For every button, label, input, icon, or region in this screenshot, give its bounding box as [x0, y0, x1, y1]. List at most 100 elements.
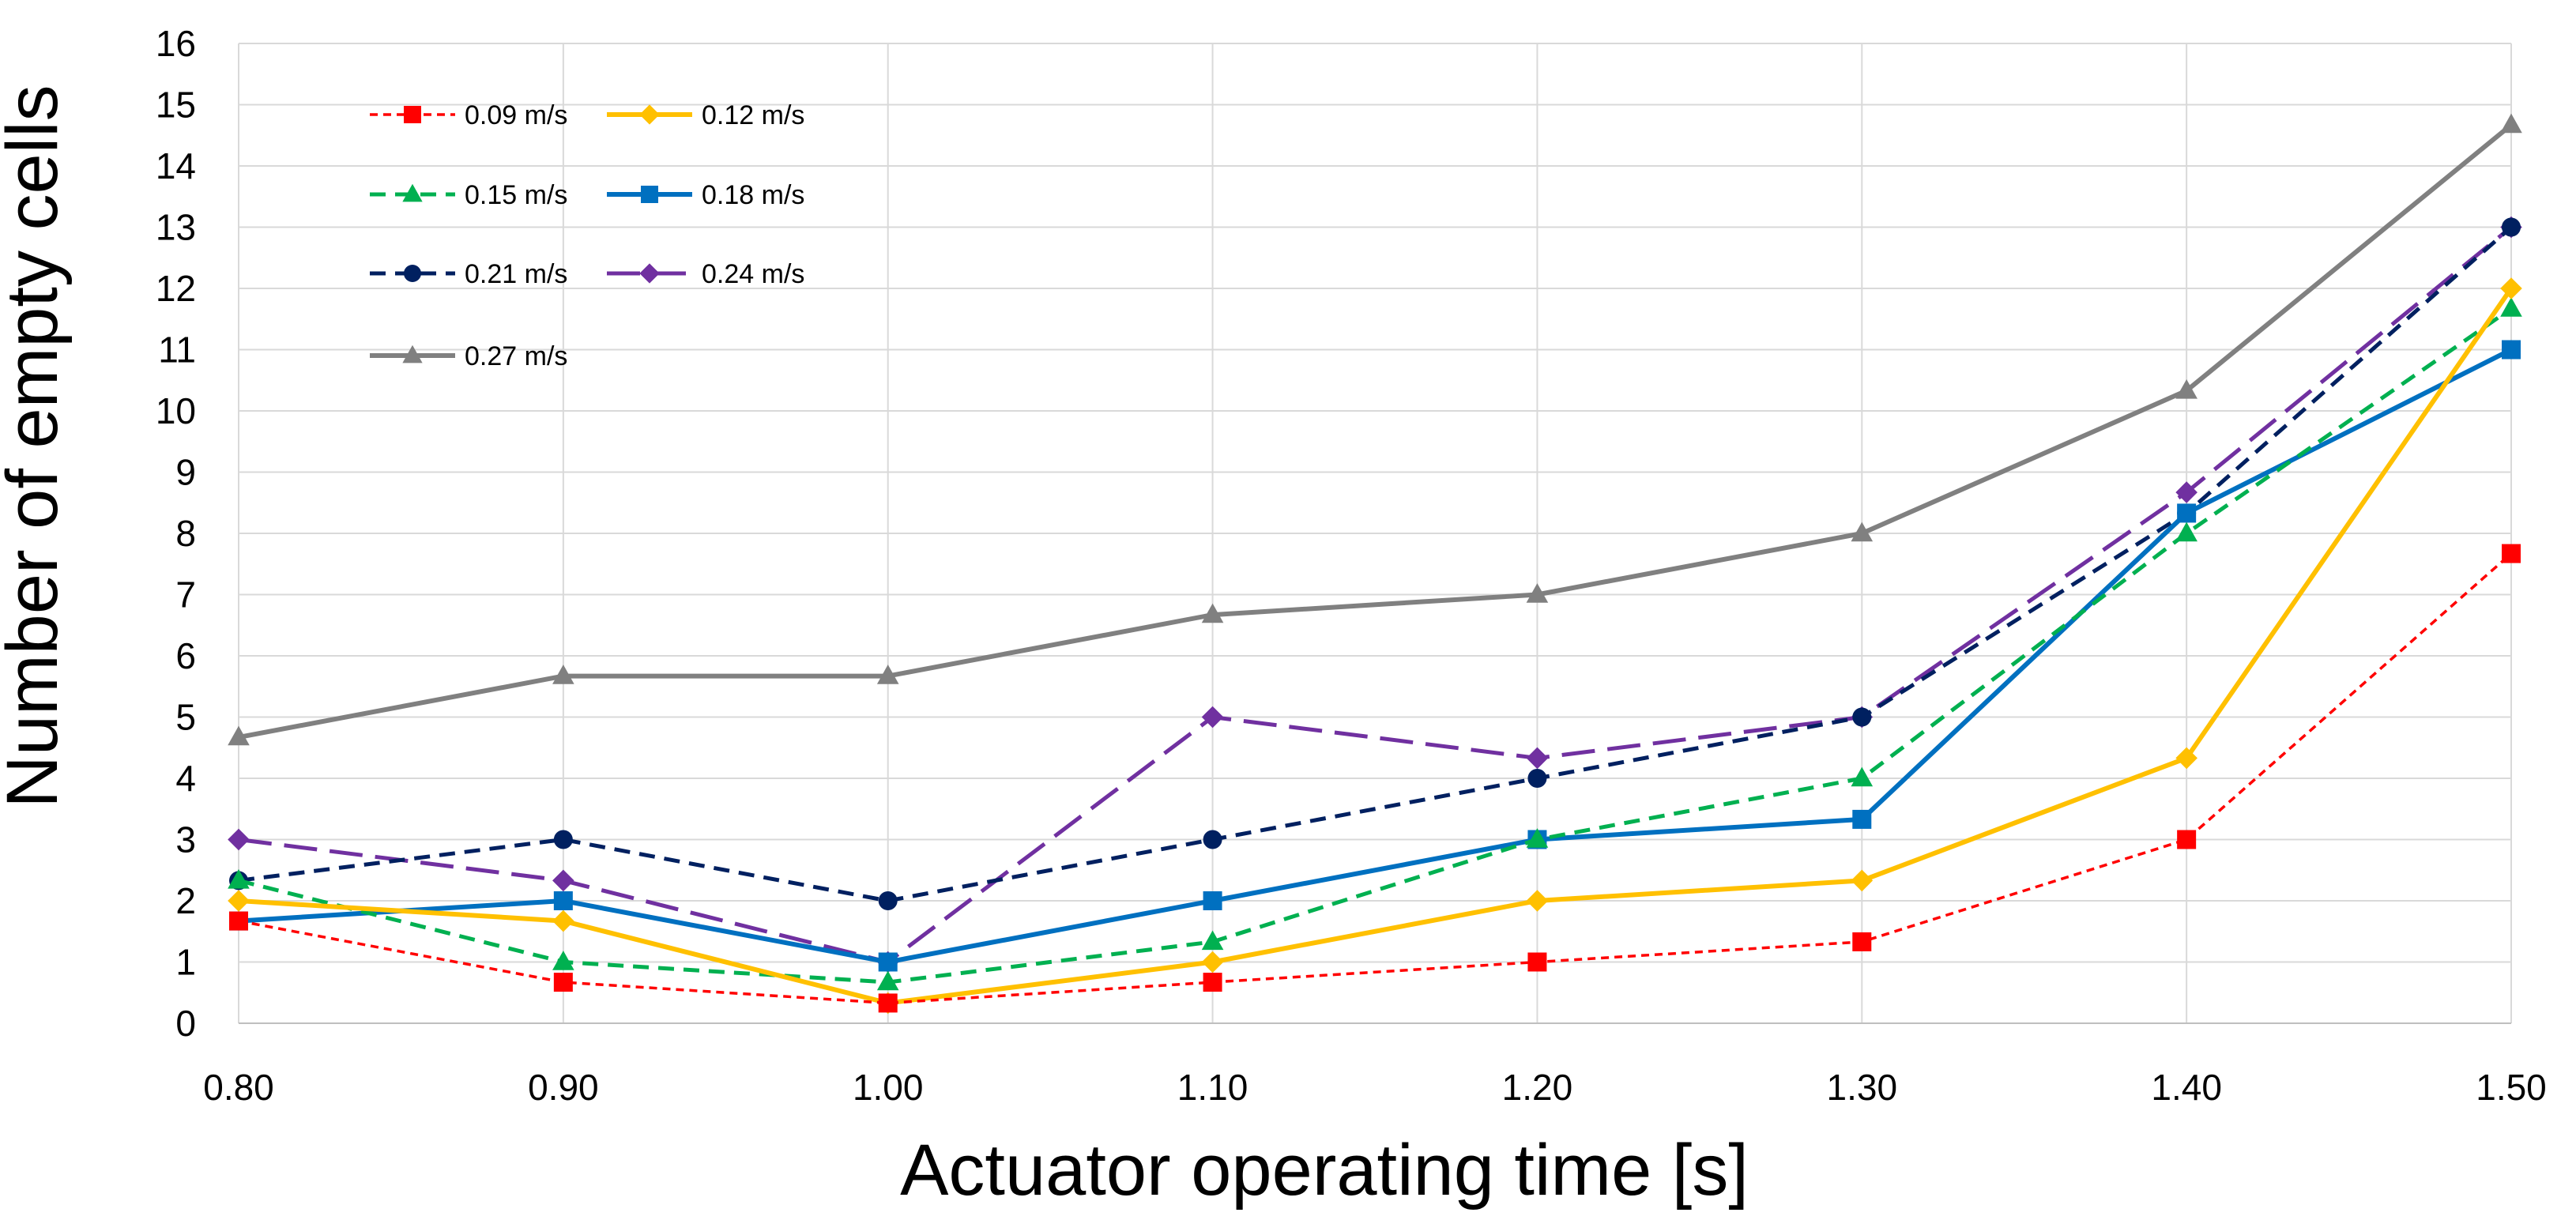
y-tick-label: 10: [156, 390, 196, 431]
x-tick-label: 1.30: [1827, 1067, 1898, 1108]
legend-item: 0.24 m/s: [607, 259, 804, 289]
data-point: [552, 909, 574, 932]
y-tick-label: 14: [156, 145, 196, 186]
data-point: [553, 830, 573, 849]
y-tick-label: 7: [175, 574, 196, 616]
data-point: [1527, 952, 1547, 972]
data-point: [2177, 503, 2197, 523]
data-point: [2175, 379, 2198, 399]
legend-marker: [402, 183, 423, 202]
data-point: [878, 993, 898, 1013]
data-point: [552, 665, 574, 684]
data-point: [553, 973, 573, 992]
data-point: [228, 869, 250, 889]
x-tick-label: 1.20: [1502, 1067, 1573, 1108]
data-point: [1201, 706, 1224, 729]
x-tick-label: 1.00: [853, 1067, 924, 1108]
series-0-27-m-s: [228, 113, 2522, 746]
data-point: [1203, 973, 1222, 992]
data-point: [228, 890, 250, 912]
y-tick-label: 12: [156, 268, 196, 309]
data-point: [552, 951, 574, 970]
x-axis-title: Actuator operating time [s]: [900, 1130, 1749, 1211]
legend-label: 0.12 m/s: [702, 100, 804, 130]
x-tick-label: 1.10: [1177, 1067, 1248, 1108]
legend-label: 0.21 m/s: [465, 259, 567, 289]
series-0-09-m-s: [229, 544, 2521, 1013]
x-tick-label: 0.90: [528, 1067, 599, 1108]
series-line: [238, 122, 2513, 740]
data-point: [1852, 707, 1872, 727]
data-point: [1527, 769, 1547, 788]
data-point: [1203, 830, 1222, 849]
data-point: [878, 952, 898, 972]
y-tick-label: 1: [175, 942, 196, 983]
x-tick-label: 1.50: [2476, 1067, 2547, 1108]
legend-marker: [404, 265, 421, 282]
y-tick-label: 3: [175, 819, 196, 860]
data-point: [2502, 217, 2521, 237]
data-point: [228, 725, 250, 746]
y-tick-label: 11: [158, 329, 196, 371]
data-point: [2175, 522, 2198, 542]
y-tick-label: 9: [175, 452, 196, 493]
data-point: [1526, 747, 1549, 770]
data-point: [552, 869, 574, 892]
legend-marker: [639, 104, 660, 125]
y-tick-label: 15: [156, 85, 196, 126]
data-point: [2500, 277, 2522, 299]
series-line: [238, 225, 2513, 903]
data-point: [1851, 522, 1874, 542]
data-point: [1201, 930, 1224, 951]
data-point: [2500, 113, 2522, 134]
series-line: [238, 552, 2513, 1005]
y-tick-label: 6: [175, 635, 196, 676]
series-line: [238, 287, 2514, 1006]
y-tick-label: 13: [156, 207, 196, 248]
legend-item: 0.21 m/s: [370, 259, 567, 289]
legend-item: 0.27 m/s: [370, 341, 567, 371]
data-point: [1203, 891, 1222, 910]
y-tick-label: 5: [175, 697, 196, 738]
data-point: [1526, 828, 1549, 848]
data-point: [2502, 544, 2521, 563]
series-0-15-m-s: [228, 297, 2522, 991]
y-tick-label: 8: [175, 513, 196, 554]
data-point: [1526, 583, 1549, 603]
data-point: [228, 828, 250, 851]
data-point: [1852, 932, 1872, 951]
y-axis-title: Number of empty cells: [0, 85, 73, 808]
data-point: [2502, 340, 2521, 360]
legend-label: 0.09 m/s: [465, 100, 567, 130]
legend-label: 0.27 m/s: [465, 341, 567, 371]
data-point: [2175, 481, 2198, 503]
y-tick-label: 0: [175, 1003, 196, 1044]
x-tick-label: 1.40: [2151, 1067, 2222, 1108]
data-point: [2177, 830, 2197, 849]
legend-item: 0.15 m/s: [370, 180, 567, 210]
legend-item: 0.12 m/s: [607, 100, 804, 130]
data-point: [2500, 297, 2522, 317]
legend: 0.09 m/s 0.12 m/s 0.15 m/s 0.18 m/s 0.21 m/s…: [370, 100, 804, 371]
data-point: [1851, 766, 1874, 787]
data-point: [878, 891, 898, 910]
legend-marker: [402, 345, 423, 363]
gridlines: [238, 43, 2512, 1024]
series-line: [238, 347, 2513, 965]
data-point: [876, 970, 899, 991]
series-line: [238, 225, 2513, 964]
series-layer: [228, 113, 2522, 1015]
legend-marker: [639, 263, 660, 284]
legend-marker: [404, 106, 421, 123]
data-point: [876, 665, 899, 684]
y-tick-label: 16: [156, 23, 196, 64]
x-tick-label: 0.80: [203, 1067, 274, 1108]
legend-label: 0.15 m/s: [465, 180, 567, 210]
legend-item: 0.18 m/s: [607, 180, 804, 210]
y-tick-label: 4: [175, 758, 196, 799]
legend-marker: [641, 186, 658, 203]
legend-label: 0.18 m/s: [702, 180, 804, 210]
data-point: [1201, 951, 1224, 973]
